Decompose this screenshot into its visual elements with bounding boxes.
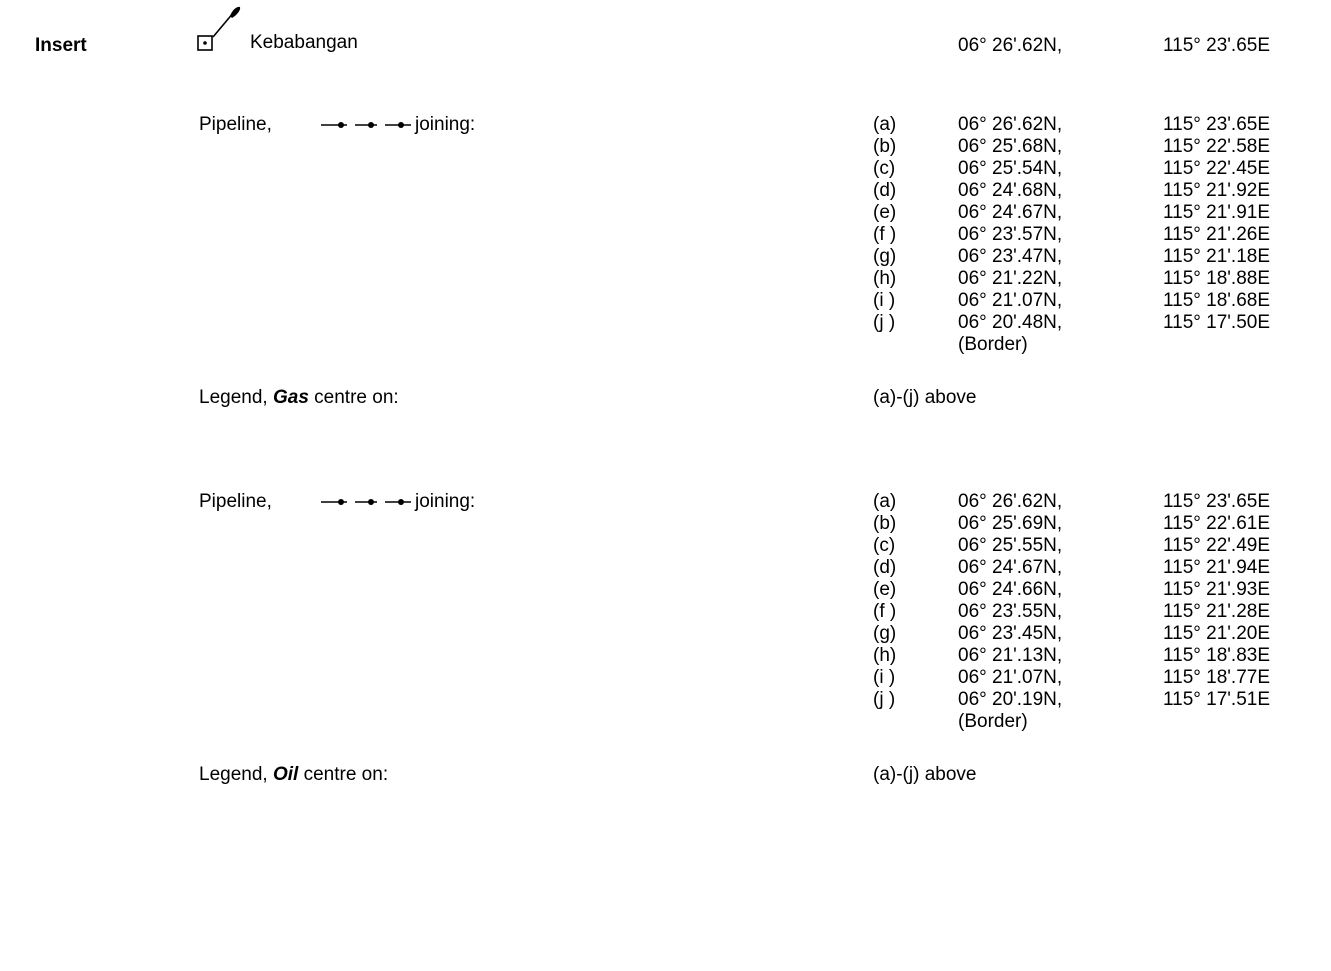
point-longitude: 115° 18'.68E xyxy=(1163,290,1271,311)
legend-reference: (a)-(j) above xyxy=(873,764,977,785)
point-latitude: 06° 23'.47N, xyxy=(958,246,1063,267)
point-label: (h) xyxy=(873,645,897,666)
point-label: (b) xyxy=(873,136,897,157)
legend-oil-word: Oil xyxy=(272,764,299,785)
point-longitude: 115° 21'.18E xyxy=(1163,246,1271,267)
point-latitude: 06° 21'.07N, xyxy=(958,667,1063,688)
point-label: (a) xyxy=(873,114,897,135)
point-longitude: 115° 22'.49E xyxy=(1163,535,1271,556)
point-latitude: 06° 25'.54N, xyxy=(958,158,1063,179)
border-note: (Border) xyxy=(958,334,1028,355)
point-label: (b) xyxy=(873,513,897,534)
legend-reference: (a)-(j) above xyxy=(873,387,977,408)
legend-line: Legend, Gas centre on: xyxy=(199,387,399,409)
pipeline-joining-label: joining: xyxy=(415,114,476,135)
legend-suffix: centre on: xyxy=(314,387,399,408)
point-latitude: 06° 25'.68N, xyxy=(958,136,1063,157)
point-label: (i ) xyxy=(873,290,896,311)
point-longitude: 115° 22'.45E xyxy=(1163,158,1271,179)
point-label: (f ) xyxy=(873,224,897,245)
point-latitude: 06° 21'.07N, xyxy=(958,290,1063,311)
pipeline-label: Pipeline, xyxy=(199,114,272,135)
insert-heading: Insert xyxy=(35,35,87,56)
point-latitude: 06° 21'.22N, xyxy=(958,268,1063,289)
point-longitude: 115° 21'.28E xyxy=(1163,601,1271,622)
point-latitude: 06° 23'.57N, xyxy=(958,224,1063,245)
point-label: (i ) xyxy=(873,667,896,688)
pipeline-joining-label: joining: xyxy=(415,491,476,512)
point-latitude: 06° 20'.19N, xyxy=(958,689,1063,710)
pipeline-symbol-icon xyxy=(321,499,411,505)
point-longitude: 115° 21'.93E xyxy=(1163,579,1271,600)
point-longitude: 115° 17'.50E xyxy=(1163,312,1271,333)
point-longitude: 115° 18'.88E xyxy=(1163,268,1271,289)
point-label: (d) xyxy=(873,557,897,578)
platform-latitude: 06° 26'.62N, xyxy=(958,35,1063,56)
point-label: (g) xyxy=(873,246,897,267)
point-label: (c) xyxy=(873,158,896,179)
platform-with-flare-icon xyxy=(197,6,241,51)
point-label: (h) xyxy=(873,268,897,289)
point-longitude: 115° 21'.26E xyxy=(1163,224,1271,245)
border-note: (Border) xyxy=(958,711,1028,732)
point-label: (e) xyxy=(873,202,897,223)
point-label: (a) xyxy=(873,491,897,512)
point-longitude: 115° 17'.51E xyxy=(1163,689,1271,710)
point-label: (j ) xyxy=(873,689,896,710)
point-latitude: 06° 24'.67N, xyxy=(958,557,1063,578)
point-longitude: 115° 21'.20E xyxy=(1163,623,1271,644)
point-longitude: 115° 21'.92E xyxy=(1163,180,1271,201)
point-label: (d) xyxy=(873,180,897,201)
point-label: (c) xyxy=(873,535,896,556)
point-longitude: 115° 21'.91E xyxy=(1163,202,1271,223)
point-latitude: 06° 23'.45N, xyxy=(958,623,1063,644)
point-longitude: 115° 22'.58E xyxy=(1163,136,1271,157)
point-label: (e) xyxy=(873,579,897,600)
point-latitude: 06° 25'.55N, xyxy=(958,535,1063,556)
legend-prefix: Legend, xyxy=(199,387,268,408)
pipeline-symbol-icon xyxy=(321,122,411,128)
platform-name: Kebabangan xyxy=(250,32,358,53)
pipeline-label: Pipeline, xyxy=(199,491,272,512)
point-longitude: 115° 21'.94E xyxy=(1163,557,1271,578)
point-latitude: 06° 24'.67N, xyxy=(958,202,1063,223)
point-longitude: 115° 18'.77E xyxy=(1163,667,1271,688)
point-latitude: 06° 25'.69N, xyxy=(958,513,1063,534)
point-latitude: 06° 24'.66N, xyxy=(958,579,1063,600)
point-longitude: 115° 22'.61E xyxy=(1163,513,1271,534)
point-latitude: 06° 21'.13N, xyxy=(958,645,1063,666)
point-longitude: 115° 23'.65E xyxy=(1163,491,1271,512)
point-label: (g) xyxy=(873,623,897,644)
legend-line: Legend, Oil centre on: xyxy=(199,764,388,786)
point-latitude: 06° 23'.55N, xyxy=(958,601,1063,622)
point-latitude: 06° 26'.62N, xyxy=(958,491,1063,512)
legend-suffix: centre on: xyxy=(303,764,389,785)
point-label: (j ) xyxy=(873,312,896,333)
point-longitude: 115° 18'.83E xyxy=(1163,645,1271,666)
platform-longitude: 115° 23'.65E xyxy=(1163,35,1271,56)
legend-gas-word: Gas xyxy=(272,387,309,408)
point-latitude: 06° 20'.48N, xyxy=(958,312,1063,333)
point-label: (f ) xyxy=(873,601,897,622)
point-latitude: 06° 24'.68N, xyxy=(958,180,1063,201)
point-latitude: 06° 26'.62N, xyxy=(958,114,1063,135)
legend-prefix: Legend, xyxy=(199,764,268,785)
point-longitude: 115° 23'.65E xyxy=(1163,114,1271,135)
